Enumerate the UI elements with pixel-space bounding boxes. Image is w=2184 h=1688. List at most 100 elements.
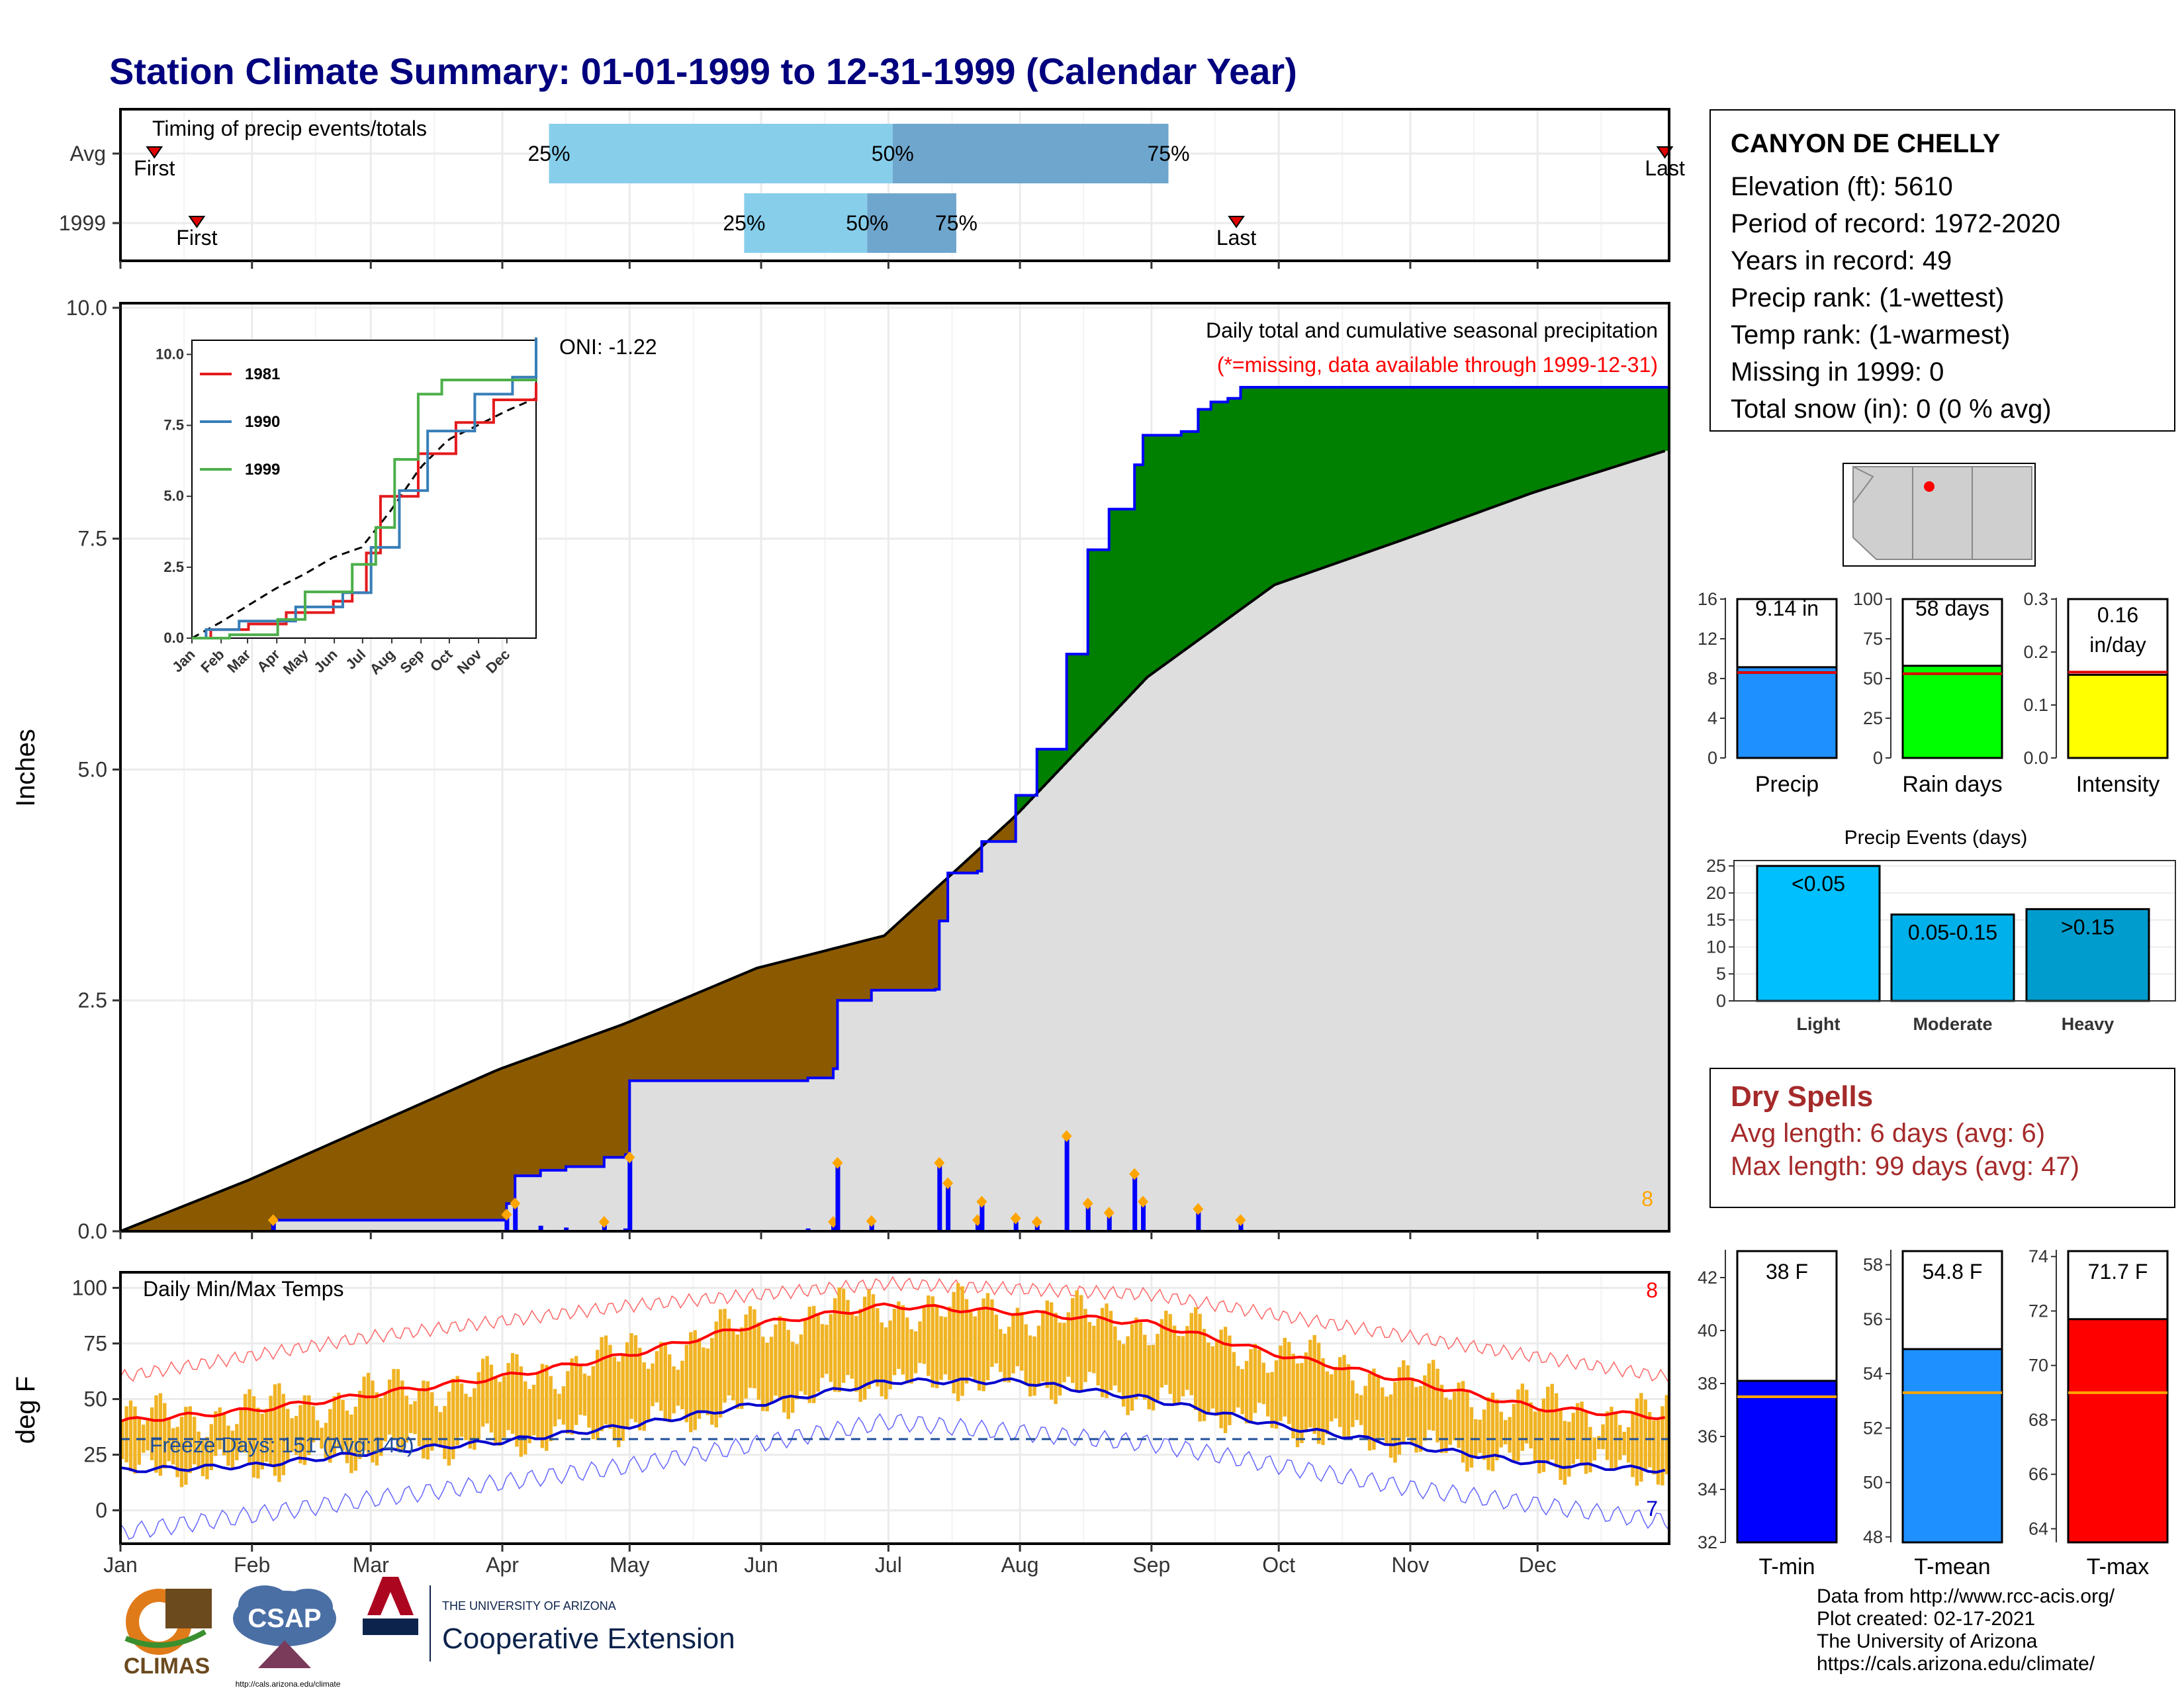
daily-temp-bar xyxy=(837,1287,841,1393)
missing-note: (*=missing, data available through 1999-… xyxy=(1217,353,1658,377)
daily-temp-bar xyxy=(1397,1367,1402,1455)
daily-temp-bar xyxy=(901,1305,905,1375)
precip-deficit-band xyxy=(328,1143,334,1221)
precip-deficit-band xyxy=(345,1136,350,1221)
precip-deficit-band xyxy=(651,1011,656,1081)
precip-deficit-band xyxy=(248,1179,253,1231)
daily-temp-bar xyxy=(1062,1323,1066,1383)
summary-tick-label: 0 xyxy=(1707,748,1717,768)
cumulative-precip-line xyxy=(120,385,1669,1233)
precip-surplus-band xyxy=(1385,387,1390,545)
daily-temp-bar xyxy=(1512,1403,1516,1462)
precip-deficit-band xyxy=(705,988,711,1081)
daily-precip-marker xyxy=(832,1156,843,1169)
precip-surplus-band xyxy=(1512,387,1517,500)
precip-deficit-band xyxy=(366,1127,371,1221)
station-info-box: CANYON DE CHELLY Elevation (ft): 5610 Per… xyxy=(1709,109,2175,432)
precip-deficit-band xyxy=(744,972,749,1081)
precip-deficit-band xyxy=(362,1129,367,1221)
precip-deficit-band xyxy=(862,940,868,1001)
daily-temp-bar xyxy=(171,1428,175,1465)
precip-deficit-band xyxy=(545,1052,550,1170)
precip-deficit-band xyxy=(311,1151,316,1221)
daily-temp-bar xyxy=(1431,1360,1435,1431)
daily-temp-bar xyxy=(527,1389,531,1444)
precip-deficit-band xyxy=(850,943,855,1001)
daily-temp-bar xyxy=(964,1299,969,1383)
daily-precip-bar xyxy=(1013,1218,1019,1231)
temp-summary-tick-label: 68 xyxy=(2028,1410,2048,1430)
precip-surplus-band xyxy=(1635,387,1640,460)
daily-temp-bar xyxy=(1618,1425,1622,1460)
precip-deficit-band xyxy=(969,856,974,873)
timing-panel: 25% 50% 75% First Last 25% 50% 75% First Last Tim… xyxy=(59,108,1685,262)
daily-temp-bar xyxy=(1087,1322,1092,1372)
precip-deficit-band xyxy=(939,883,944,921)
daily-temp-bar xyxy=(1113,1326,1117,1386)
daily-temp-bar xyxy=(782,1318,786,1413)
precip-deficit-band xyxy=(201,1198,206,1231)
daily-precip-marker xyxy=(510,1197,521,1210)
daily-temp-bar xyxy=(1279,1345,1283,1421)
precip-surplus-band xyxy=(1423,387,1428,532)
precip-deficit-band xyxy=(443,1093,448,1221)
precip-deficit-band xyxy=(515,1062,520,1176)
daily-temp-bar xyxy=(1041,1310,1045,1382)
precip-surplus-band xyxy=(1367,387,1373,551)
daily-temp-bar xyxy=(744,1314,748,1399)
daily-temp-bar xyxy=(1011,1314,1015,1374)
temp-summary-tick-label: 56 xyxy=(1863,1309,1883,1329)
daily-precip-marker xyxy=(1193,1203,1204,1215)
precip-deficit-band xyxy=(659,1008,664,1081)
precip-deficit-band xyxy=(349,1134,355,1221)
daily-temp-bar xyxy=(379,1397,383,1456)
daily-temp-bar xyxy=(1610,1407,1614,1470)
credits: Data from http://www.rcc-acis.org/ Plot … xyxy=(1817,1585,2115,1675)
temp-summary-value: 54.8 F xyxy=(1923,1260,1983,1284)
credit-line: Data from http://www.rcc-acis.org/ xyxy=(1817,1585,2115,1607)
precip-deficit-band xyxy=(485,1074,490,1221)
daily-temp-bar xyxy=(1588,1427,1592,1473)
daily-temp-bar xyxy=(829,1314,833,1382)
tmin-record-count: 7 xyxy=(1646,1497,1658,1521)
precip-deficit-band xyxy=(235,1184,240,1231)
precip-surplus-band xyxy=(1465,387,1471,517)
precip-surplus-band xyxy=(1236,398,1242,612)
precip-deficit-band xyxy=(209,1195,214,1231)
daily-temp-bar xyxy=(408,1404,413,1433)
daily-temp-bar xyxy=(345,1410,349,1464)
precip-surplus-band xyxy=(1346,387,1351,559)
daily-temp-bar xyxy=(1346,1364,1351,1436)
precip-deficit-band xyxy=(315,1149,320,1221)
daily-temp-bar xyxy=(1367,1374,1372,1451)
daily-temp-bar xyxy=(523,1381,527,1455)
events-tick-label: 0 xyxy=(1716,991,1726,1011)
precip-deficit-band xyxy=(612,1027,617,1158)
precip-surplus-band xyxy=(1160,435,1165,667)
daily-temp-bar xyxy=(154,1395,158,1473)
temp-label: Daily Min/Max Temps xyxy=(143,1277,343,1301)
events-tick-label: 25 xyxy=(1706,856,1726,876)
daily-temp-bar xyxy=(1363,1385,1367,1440)
precip-surplus-band xyxy=(1015,795,1021,814)
daily-temp-bar xyxy=(277,1383,281,1482)
precip-surplus-band xyxy=(1325,387,1330,567)
daily-temp-bar xyxy=(226,1425,230,1466)
daily-temp-bar xyxy=(943,1317,948,1375)
daily-temp-bar xyxy=(1393,1382,1397,1463)
precip-deficit-band xyxy=(324,1145,329,1221)
precip-deficit-band xyxy=(128,1227,134,1231)
precip-deficit-band xyxy=(341,1138,346,1221)
precip-deficit-band xyxy=(392,1115,397,1221)
daily-temp-bar xyxy=(888,1320,892,1389)
precip-deficit-band xyxy=(510,1064,516,1204)
daily-temp-bar xyxy=(1066,1312,1071,1377)
precip-deficit-band xyxy=(256,1176,261,1231)
precip-deficit-band xyxy=(264,1172,269,1231)
precip-deficit-band xyxy=(871,938,876,990)
precip-surplus-band xyxy=(1126,509,1131,698)
daily-temp-bar xyxy=(1592,1437,1597,1461)
daily-temp-bar xyxy=(1584,1411,1588,1474)
daily-temp-bar xyxy=(1410,1378,1414,1444)
summary-bar xyxy=(1901,665,2003,759)
